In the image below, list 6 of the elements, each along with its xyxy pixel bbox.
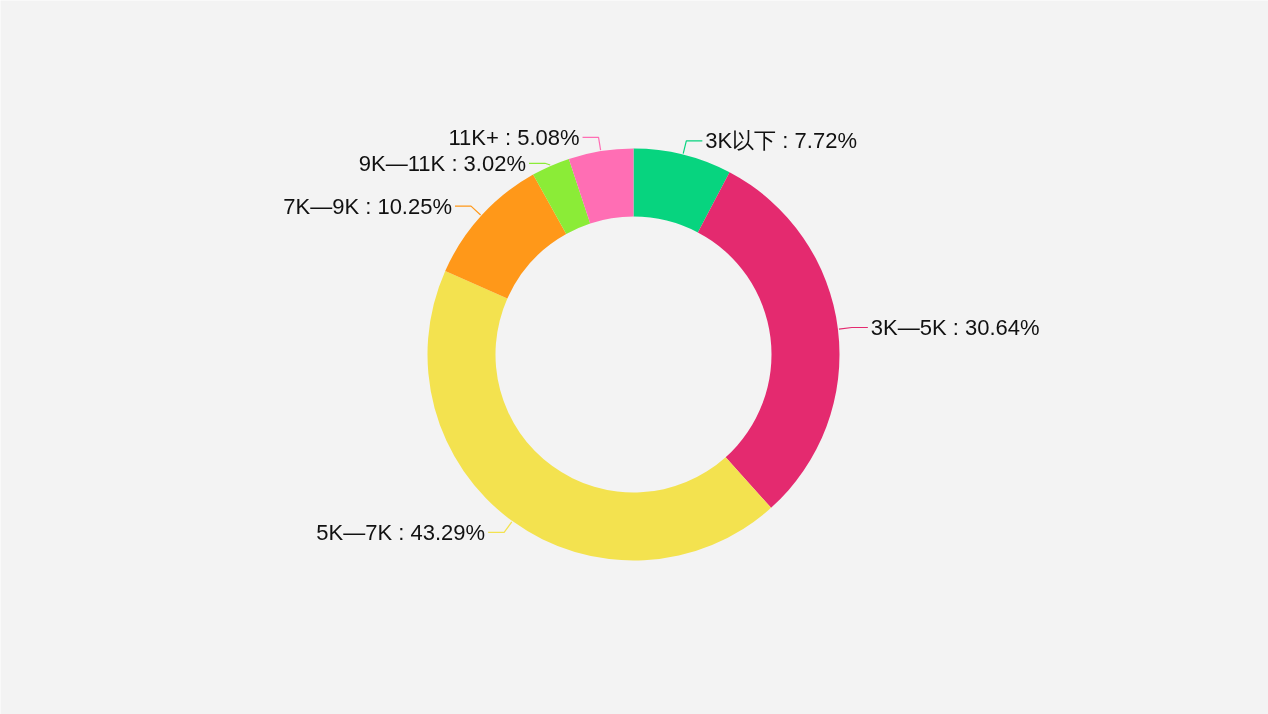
slice-label: 9K—11K : 3.02% [358,150,526,176]
slice-label: 5K—7K : 43.29% [316,519,486,545]
slice-label: 3K—5K : 30.64% [870,314,1040,340]
slice-label: 11K+ : 5.08% [448,124,580,150]
slice-label: 3K以下 : 7.72% [705,128,857,154]
slice-label: 7K—9K : 10.25% [283,193,453,219]
